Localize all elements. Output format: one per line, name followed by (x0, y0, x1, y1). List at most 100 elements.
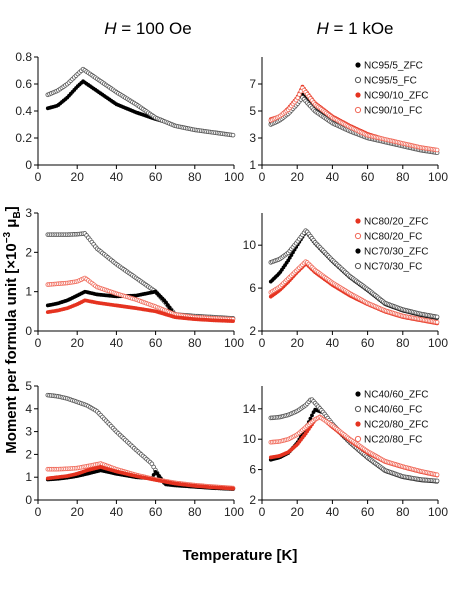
x-tick-label: 80 (188, 505, 202, 519)
data-point (434, 147, 440, 153)
legend: NC80/20_ZFC NC80/20_FC NC70/30_ZFC NC70/30_… (354, 217, 428, 273)
x-tick-label: 80 (188, 336, 202, 350)
x-tick-label: 0 (259, 505, 266, 519)
x-tick-label: 20 (291, 170, 305, 184)
y-tick-label: 6 (249, 281, 256, 295)
x-tick-label: 20 (71, 336, 85, 350)
x-tick-label: 60 (149, 336, 163, 350)
legend-marker (355, 421, 361, 427)
y-tick-label: 6 (249, 463, 256, 477)
x-tick-label: 20 (291, 336, 305, 350)
data-point (231, 486, 235, 491)
data-point (434, 314, 440, 320)
x-tick-label: 40 (110, 170, 124, 184)
x-tick-label: 20 (291, 505, 305, 519)
x-tick-label: 0 (259, 336, 266, 350)
y-tick-label: 5 (25, 379, 32, 393)
legend-label: NC20/80_ZFC (364, 420, 428, 431)
legend-label: NC40/60_ZFC (364, 390, 428, 401)
legend-marker (355, 391, 361, 397)
y-axis-label-end: ] (3, 206, 20, 211)
x-tick-label: 80 (396, 505, 410, 519)
col-title-left-symbol: H (104, 19, 117, 38)
series-NC70/30_FC (268, 228, 440, 320)
col-title-left: H = 100 Oe (104, 19, 191, 38)
series-group (45, 66, 236, 138)
legend-label: NC80/20_FC (364, 232, 422, 243)
col-title-left-text: = 100 Oe (117, 19, 192, 38)
x-tick-label: 0 (259, 170, 266, 184)
legend-marker (354, 435, 362, 443)
data-point (151, 473, 156, 477)
data-point (434, 478, 440, 484)
series-NC20/80_FC (268, 414, 440, 478)
y-tick-label: 7 (249, 77, 256, 91)
legend-label: NC95/5_FC (364, 76, 417, 87)
x-tick-label: 60 (361, 170, 375, 184)
series-NC95/5_FC (45, 66, 236, 138)
series-NC80/20_FC (268, 259, 440, 325)
legend: NC95/5_ZFC NC95/5_FC NC90/10_ZFC NC90/10_FC (354, 61, 428, 117)
x-tick-label: 0 (35, 336, 42, 350)
y-tick-label: 0.2 (15, 131, 32, 145)
y-tick-label: 1 (249, 158, 256, 172)
y-axis-label-sup: −3 (2, 231, 13, 243)
legend-marker (354, 232, 362, 240)
y-tick-label: 10 (243, 432, 257, 446)
x-tick-label: 40 (110, 505, 124, 519)
col-title-right-symbol: H (316, 19, 329, 38)
y-axis-label-mid: μ (3, 219, 20, 232)
legend-label: NC90/10_ZFC (364, 91, 428, 102)
legend: NC40/60_ZFC NC40/60_FC NC20/80_ZFC NC20/80_… (354, 390, 428, 446)
panel-row3-left: 0 20 40 60 80 100 0 1 2 3 4 5 (25, 379, 244, 519)
y-tick-label: 3 (25, 206, 32, 220)
legend-marker (354, 405, 362, 413)
panel-row1-right: 0 20 40 60 80 100 1 3 5 7 NC95/5_ZFC NC95/5_FC NC90/… (249, 57, 448, 184)
series-group (268, 84, 440, 156)
x-tick-label: 20 (71, 170, 85, 184)
x-tick-label: 100 (428, 170, 448, 184)
y-axis-label-sub: B (12, 211, 23, 218)
y-tick-label: 0.4 (15, 104, 32, 118)
panel-row2-right: 0 20 40 60 80 100 2 6 10 NC80/20_ZFC NC80/20_FC NC7… (243, 213, 448, 350)
x-tick-label: 100 (224, 170, 244, 184)
legend-marker (354, 262, 362, 270)
series-NC80/20_ZFC (45, 298, 235, 324)
legend-marker (355, 248, 361, 254)
legend-marker (355, 218, 361, 224)
y-tick-label: 0 (25, 324, 32, 338)
x-tick-label: 100 (428, 505, 448, 519)
x-tick-label: 80 (188, 170, 202, 184)
x-tick-label: 40 (110, 336, 124, 350)
y-tick-label: 5 (249, 104, 256, 118)
data-point (434, 319, 440, 325)
x-tick-label: 20 (71, 505, 85, 519)
legend-marker (355, 62, 361, 68)
data-point (308, 416, 313, 421)
y-axis-label: Moment per formula unit [×10−3 μB] (2, 206, 23, 453)
x-tick-label: 60 (149, 170, 163, 184)
legend-marker (354, 76, 362, 84)
y-tick-label: 10 (243, 238, 257, 252)
data-point (231, 319, 235, 324)
series-group (268, 397, 440, 484)
legend-label: NC80/20_ZFC (364, 217, 428, 228)
y-tick-label: 2 (25, 245, 32, 259)
y-tick-label: 3 (25, 425, 32, 439)
series-group (45, 231, 236, 324)
legend-label: NC40/60_FC (364, 405, 422, 416)
y-tick-label: 1 (25, 285, 32, 299)
x-tick-label: 100 (224, 505, 244, 519)
data-point (230, 132, 236, 138)
x-tick-label: 80 (396, 170, 410, 184)
data-point (434, 472, 440, 478)
y-tick-label: 14 (243, 402, 257, 416)
y-tick-label: 2 (249, 493, 256, 507)
col-title-right-text: = 1 kOe (329, 19, 394, 38)
legend-label: NC95/5_ZFC (364, 61, 423, 72)
panel-row3-right: 0 20 40 60 80 100261014NC40/60_ZFCNC40/60_FCN… (243, 386, 448, 519)
panel-row2-left: 0 20 40 60 80 100 0 1 2 3 (25, 206, 244, 350)
x-tick-label: 40 (326, 336, 340, 350)
